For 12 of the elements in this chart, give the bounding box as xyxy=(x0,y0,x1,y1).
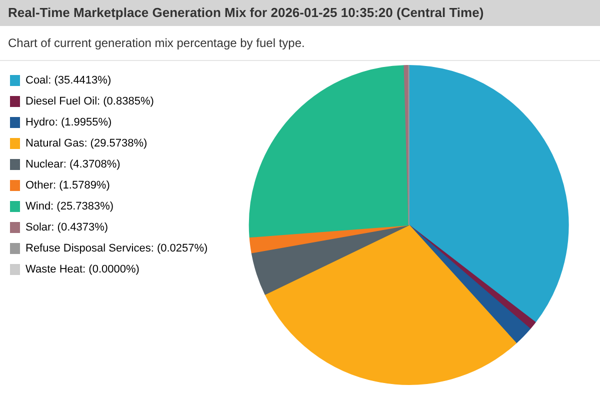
legend-label: Waste Heat: (0.0000%) xyxy=(26,264,140,276)
legend-label: Solar: (0.4373%) xyxy=(26,222,108,234)
legend-label: Refuse Disposal Services: (0.0257%) xyxy=(26,242,208,255)
legend-label: Natural Gas: (29.5738%) xyxy=(26,138,148,150)
chart-title: Real-Time Marketplace Generation Mix for 2026-01-25 10:35:20 (Central Time) xyxy=(0,0,600,26)
legend-label: Hydro: (1.9955%) xyxy=(26,116,112,129)
legend-label: Diesel Fuel Oil: (0.8385%) xyxy=(26,96,154,108)
legend-label: Other: (1.5789%) xyxy=(26,180,110,192)
legend-label: Nuclear: (4.3708%) xyxy=(26,158,120,171)
chart-subtitle: Chart of current generation mix percentage by fuel type. xyxy=(0,26,600,61)
legend-label: Wind: (25.7383%) xyxy=(26,200,114,213)
legend-label: Coal: (35.4413%) xyxy=(26,74,112,87)
